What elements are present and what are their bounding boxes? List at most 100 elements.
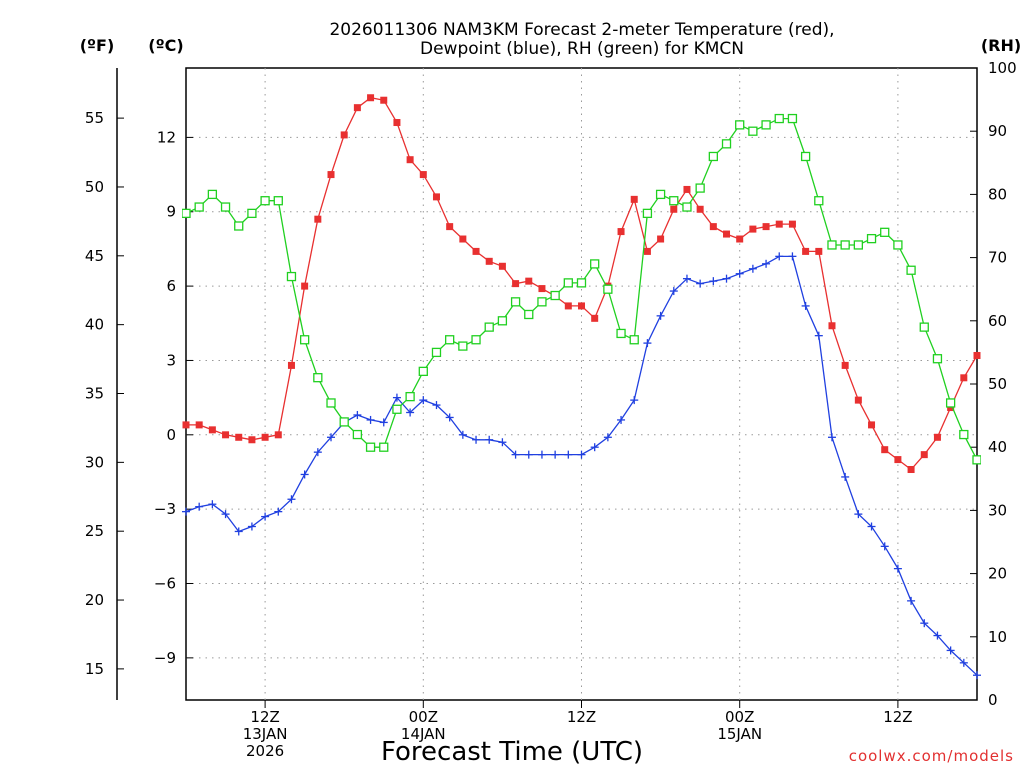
- dewpoint-point: [722, 274, 731, 283]
- relative-humidity-point: [655, 189, 666, 200]
- rh-tick-label: 0: [988, 691, 998, 709]
- dewpoint-point: [445, 413, 454, 422]
- relative-humidity-point: [761, 120, 771, 130]
- temperature-point: [195, 421, 203, 429]
- dewpoint-point: [327, 433, 336, 442]
- temperature-point: [670, 205, 678, 213]
- temperature-point: [353, 104, 361, 112]
- relative-humidity-point: [880, 227, 890, 237]
- x-tick-label: 00Z: [725, 708, 754, 726]
- dewpoint-point: [195, 502, 204, 511]
- temperature-point: [881, 446, 889, 454]
- celsius-tick-label: −9: [154, 649, 176, 667]
- temperature-point: [340, 131, 348, 139]
- temperature-point: [327, 171, 335, 179]
- temperature-point: [287, 361, 295, 369]
- temperature-point: [696, 205, 704, 213]
- dewpoint-point: [366, 415, 375, 424]
- relative-humidity-point: [497, 316, 508, 326]
- relative-humidity-point: [590, 259, 600, 269]
- relative-humidity-point: [840, 240, 850, 250]
- relative-humidity-point: [682, 202, 692, 212]
- dewpoint-point: [920, 619, 929, 628]
- dewpoint-point: [696, 279, 705, 288]
- dewpoint-point: [300, 470, 309, 479]
- fahrenheit-tick-label: 45: [85, 247, 104, 265]
- rh-tick-label: 40: [988, 438, 1007, 456]
- relative-humidity-point: [299, 335, 310, 345]
- temperature-point: [591, 314, 599, 322]
- dewpoint-point: [234, 527, 243, 536]
- dewpoint-point: [775, 252, 784, 261]
- temperature-point: [868, 421, 876, 429]
- temperature-point: [907, 466, 915, 474]
- temperature-point: [222, 431, 230, 439]
- dewpoint-point: [182, 507, 190, 516]
- relative-humidity-point: [379, 442, 389, 452]
- temperature-point: [564, 302, 572, 310]
- dewpoint-point: [854, 510, 863, 519]
- fahrenheit-unit-label: (ºF): [80, 36, 115, 55]
- temperature-point: [854, 396, 862, 404]
- temperature-point: [432, 193, 440, 201]
- temperature-point: [393, 119, 401, 127]
- dewpoint-point: [603, 433, 612, 442]
- rh-tick-label: 30: [988, 501, 1007, 519]
- dewpoint-point: [827, 433, 836, 442]
- relative-humidity-point: [576, 278, 587, 288]
- fahrenheit-tick-label: 50: [85, 178, 104, 196]
- relative-humidity-point: [524, 309, 534, 320]
- temperature-point: [643, 247, 651, 255]
- relative-humidity-point: [365, 442, 376, 452]
- plot-area-frame: [185, 67, 978, 701]
- relative-humidity-point: [260, 196, 270, 206]
- dewpoint-point: [617, 415, 626, 424]
- dewpoint-point: [406, 408, 415, 417]
- dewpoint-point: [498, 438, 507, 447]
- temperature-series: [182, 94, 981, 474]
- relative-humidity-point: [669, 196, 679, 206]
- dewpoint-point: [261, 512, 270, 521]
- relative-humidity-point: [735, 120, 745, 130]
- relative-humidity-point: [853, 240, 863, 250]
- temperature-point: [802, 247, 810, 255]
- relative-humidity-point: [220, 202, 231, 212]
- temperature-point: [657, 235, 665, 243]
- rh-tick-label: 80: [988, 185, 1007, 203]
- dewpoint-point: [643, 339, 652, 348]
- rh-unit-label: (RH): [981, 36, 1021, 55]
- dewpoint-point: [485, 435, 494, 444]
- dewpoint-point: [564, 450, 573, 459]
- fahrenheit-tick-label: 55: [85, 109, 104, 127]
- relative-humidity-point: [273, 196, 283, 206]
- dewpoint-point: [709, 277, 718, 286]
- relative-humidity-point: [959, 429, 969, 440]
- relative-humidity-point: [748, 126, 758, 136]
- relative-humidity-point: [194, 202, 204, 212]
- dewpoint-point: [959, 658, 968, 667]
- dewpoint-point: [551, 450, 560, 459]
- temperature-point: [380, 96, 388, 104]
- dewpoint-point: [933, 631, 942, 640]
- rh-tick-label: 10: [988, 628, 1007, 646]
- x-tick-label: 12Z: [567, 708, 596, 726]
- relative-humidity-point: [774, 113, 784, 124]
- x-tick-label: 15JAN: [717, 725, 762, 743]
- temperature-point: [723, 230, 731, 238]
- dewpoint-point: [814, 331, 823, 340]
- dewpoint-point: [511, 450, 520, 459]
- rh-tick-label: 20: [988, 565, 1007, 583]
- celsius-tick-label: 0: [166, 426, 176, 444]
- rh-tick-label: 50: [988, 375, 1007, 393]
- dewpoint-point: [630, 396, 639, 405]
- dewpoint-point: [274, 507, 283, 516]
- dewpoint-point: [392, 393, 401, 402]
- dewpoint-point: [841, 472, 850, 481]
- temperature-point: [960, 374, 968, 382]
- dewpoint-point: [907, 596, 916, 605]
- relative-humidity-point: [629, 335, 639, 345]
- relative-humidity-point: [247, 208, 257, 219]
- temperature-point: [578, 302, 585, 310]
- celsius-tick-label: −3: [154, 500, 176, 518]
- temperature-point: [815, 247, 823, 255]
